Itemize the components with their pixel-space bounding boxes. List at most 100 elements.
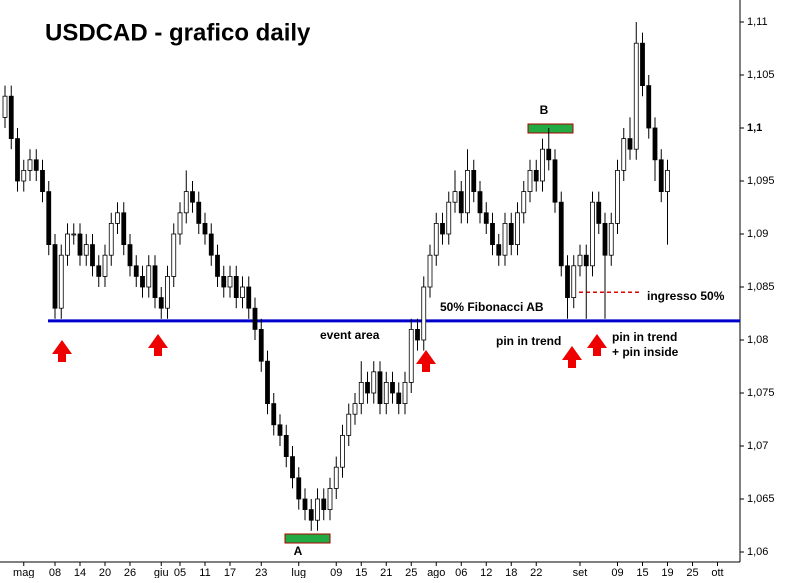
- arrow: [52, 340, 72, 362]
- candle-body: [302, 498, 308, 510]
- box-a: [284, 533, 331, 544]
- candle-body: [8, 95, 14, 139]
- candle-body: [283, 434, 289, 457]
- y-tick-label: 1,09: [747, 228, 768, 240]
- y-tick-label: 1,07: [747, 440, 768, 452]
- candle-body: [321, 498, 327, 510]
- candle-body: [358, 381, 364, 404]
- candle-body: [565, 265, 570, 298]
- candle-body: [158, 297, 164, 309]
- candle-body: [190, 191, 195, 203]
- candle-body: [521, 191, 527, 214]
- x-tick-label: 12: [480, 567, 492, 578]
- candle-body: [121, 212, 127, 246]
- y-tick-label: 1,105: [747, 69, 775, 81]
- x-tick-label: set: [573, 567, 588, 578]
- candle-body: [371, 371, 377, 394]
- x-tick-label: lug: [291, 567, 306, 578]
- candle-body: [558, 201, 564, 267]
- candle-body: [515, 212, 520, 246]
- candle-body: [196, 201, 202, 224]
- x-tick-label: 15: [355, 567, 367, 578]
- x-tick-label: 23: [255, 567, 267, 578]
- candle-body: [96, 265, 102, 277]
- candle-body: [596, 201, 602, 224]
- candle-body: [383, 381, 389, 404]
- candle-body: [290, 456, 295, 479]
- candle-body: [465, 169, 470, 214]
- candle-body: [2, 95, 8, 118]
- candle-body: [333, 466, 339, 489]
- candle-body: [483, 212, 489, 224]
- label-b: B: [540, 103, 549, 117]
- candle-body: [527, 169, 533, 192]
- candle-body: [52, 244, 58, 309]
- candle-body: [77, 233, 83, 256]
- arrows: [52, 334, 607, 372]
- x-tick-label: 15: [636, 567, 648, 578]
- candle-body: [233, 275, 239, 298]
- arrow: [416, 350, 436, 372]
- candle-body: [477, 191, 483, 214]
- arrow: [587, 334, 607, 356]
- candle-body: [115, 212, 120, 224]
- candle-body: [496, 244, 502, 256]
- candle-body: [146, 265, 152, 288]
- x-tick-label: 06: [455, 567, 467, 578]
- candle-body: [433, 222, 439, 256]
- candle-body: [58, 254, 64, 309]
- x-tick-label: 05: [174, 567, 186, 578]
- x-tick-label: 11: [199, 567, 210, 578]
- x-tick-label: 18: [505, 567, 517, 578]
- y-tick-label: 1,075: [747, 387, 775, 399]
- candle-body: [665, 169, 670, 192]
- candle-body: [640, 42, 645, 87]
- candle-body: [221, 275, 227, 288]
- candle-body: [490, 222, 495, 245]
- x-tick-label: 20: [99, 567, 111, 578]
- candle-body: [258, 328, 264, 362]
- candle-body: [627, 138, 633, 150]
- candle-body: [90, 244, 95, 267]
- y-tick-label: 1,06: [747, 546, 768, 558]
- candle-body: [421, 286, 427, 341]
- x-tick-label: mag: [13, 567, 34, 578]
- candle-body: [408, 328, 414, 383]
- candle-body: [246, 286, 252, 309]
- candle-body: [171, 233, 177, 277]
- candle-body: [327, 487, 333, 510]
- candle-body: [308, 509, 314, 521]
- pin-label: pin in trend: [612, 330, 677, 344]
- y-tick-label: 1,11: [747, 16, 768, 28]
- candle-body: [552, 159, 558, 203]
- x-tick-label: 08: [49, 567, 61, 578]
- x-tick-label: 19: [661, 567, 673, 578]
- candle-body: [71, 233, 77, 236]
- candle-body: [177, 212, 183, 235]
- candle-body: [133, 265, 139, 277]
- candle-body: [571, 265, 577, 298]
- candle-body: [202, 222, 208, 235]
- candle-body: [546, 148, 552, 161]
- candle-body: [296, 477, 302, 500]
- candle-body: [365, 381, 370, 394]
- pin-label: + pin inside: [612, 345, 679, 359]
- candle-body: [440, 222, 445, 235]
- x-tick-label: 21: [380, 567, 392, 578]
- candle-body: [621, 138, 627, 171]
- x-tick-label: ott: [711, 567, 723, 578]
- x-tick-label: 09: [330, 567, 342, 578]
- box-b: [527, 123, 574, 134]
- y-tick-label: 1,095: [747, 175, 775, 187]
- candle-body: [633, 42, 639, 150]
- candle-body: [415, 328, 420, 341]
- candle-body: [577, 254, 583, 267]
- arrow: [148, 334, 168, 356]
- candle-body: [646, 85, 652, 129]
- candle-body: [46, 191, 52, 246]
- candle-body: [33, 159, 39, 171]
- candle-body: [183, 191, 189, 214]
- candle-body: [208, 233, 214, 256]
- candle-body: [352, 403, 358, 415]
